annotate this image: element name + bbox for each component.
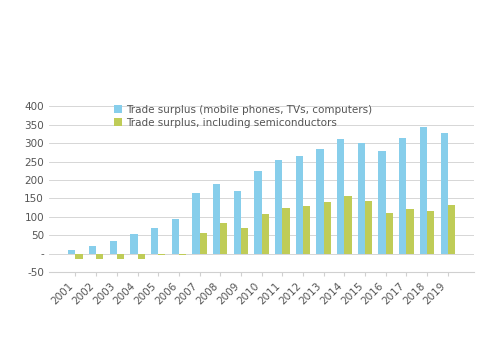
Bar (233, 191, 241, 254)
Bar (295, 156, 303, 254)
Bar (426, 211, 433, 254)
Bar (179, 254, 186, 255)
Bar (89, 246, 96, 254)
Bar (336, 139, 344, 254)
Bar (316, 149, 323, 254)
Bar (447, 205, 454, 254)
Bar (220, 223, 227, 254)
Legend: Trade surplus (mobile phones, TVs, computers), Trade surplus, including semicond: Trade surplus (mobile phones, TVs, compu… (109, 100, 376, 132)
Bar (137, 254, 144, 259)
Bar (254, 171, 261, 254)
Bar (303, 206, 309, 254)
Bar (323, 202, 330, 254)
Bar (75, 254, 82, 259)
Bar (344, 196, 351, 254)
Bar (385, 213, 392, 254)
Bar (282, 208, 289, 254)
Bar (199, 233, 206, 254)
Bar (261, 214, 268, 254)
Bar (158, 254, 165, 255)
Bar (109, 241, 117, 254)
Bar (357, 143, 364, 254)
Bar (440, 133, 447, 254)
Bar (68, 250, 75, 254)
Bar (117, 254, 124, 259)
Bar (151, 228, 158, 254)
Bar (274, 160, 282, 254)
Bar (364, 201, 371, 254)
Bar (96, 254, 103, 259)
Bar (130, 235, 137, 254)
Bar (171, 219, 179, 254)
Bar (378, 151, 385, 254)
Bar (406, 209, 413, 254)
Bar (419, 127, 426, 254)
Bar (398, 138, 406, 254)
Bar (192, 193, 199, 254)
Bar (213, 184, 220, 254)
Bar (241, 228, 248, 254)
